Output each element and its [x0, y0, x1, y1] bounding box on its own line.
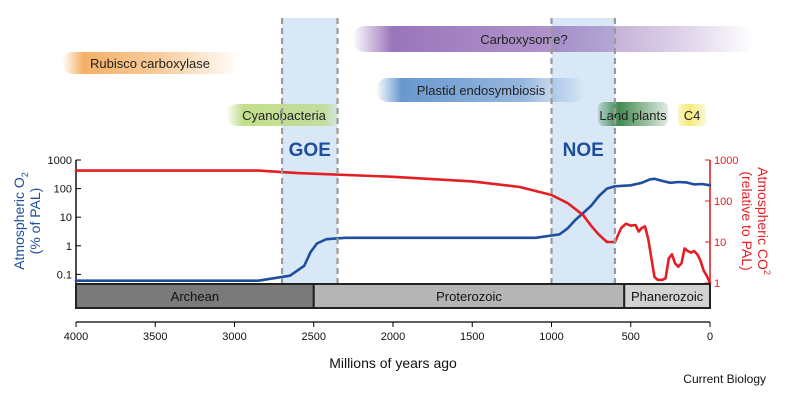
eon-label-phanerozoic: Phanerozoic: [631, 289, 704, 304]
eon-label-proterozoic: Proterozoic: [436, 289, 502, 304]
annotation-bar: [678, 104, 706, 126]
annotation-label: Cyanobacteria: [242, 108, 327, 123]
right-tick-label: 1: [714, 278, 720, 290]
event-label-noe: NOE: [563, 140, 604, 161]
x-tick-label: 2000: [381, 331, 405, 343]
annotation-carboxysome: Carboxysome?: [352, 26, 754, 52]
right-axis-label-line2: (relative to PAL): [739, 171, 755, 270]
annotation-plastid: Plastid endosymbiosis: [376, 78, 586, 102]
annotation-bar: [352, 26, 754, 52]
right-tick-label: 10: [714, 237, 726, 249]
x-axis-label: Millions of years ago: [329, 355, 457, 371]
right-axis-label-sub: 2: [762, 270, 772, 275]
right-axis-label: Atmospheric CO2: [755, 167, 772, 275]
left-tick-label: 10: [60, 212, 72, 224]
left-axis-label-main: Atmospheric O: [11, 177, 27, 270]
annotation-rubisco: Rubisco carboxylase: [62, 52, 240, 74]
annotation-label: Rubisco carboxylase: [90, 56, 210, 71]
event-label-goe: GOE: [289, 140, 331, 161]
left-axis-label-sub: 2: [20, 172, 30, 177]
left-tick-label: 0.1: [57, 269, 72, 281]
left-axis-ticks: 1000 100 10 1 0.1: [48, 155, 81, 281]
annotation-label: Carboxysome?: [480, 32, 567, 47]
event-bands: [282, 18, 615, 283]
eon-label-archean: Archean: [171, 289, 219, 304]
left-axis-title: Atmospheric O2 (% of PAL): [11, 172, 43, 270]
x-tick-label: 3000: [222, 331, 246, 343]
left-tick-label: 1: [66, 241, 72, 253]
left-axis-label: Atmospheric O2: [11, 172, 30, 270]
x-tick-label: 3500: [143, 331, 167, 343]
annotation-land-plants: Land plants: [598, 102, 668, 126]
annotation-label: C4: [684, 108, 701, 123]
x-tick-label: 0: [707, 331, 713, 343]
eon-timeline-bar: Archean Proterozoic Phanerozoic: [75, 283, 712, 309]
annotation-bar: [376, 78, 586, 102]
left-tick-label: 100: [54, 184, 72, 196]
x-tick-label: 1500: [460, 331, 484, 343]
annotation-cyanobacteria: Cyanobacteria: [226, 104, 342, 126]
x-axis-ticks: 4000 3500 3000 2500 2000 1500 1000 500 0: [64, 322, 713, 343]
series-layer: [74, 169, 712, 285]
event-lines: GOE NOE: [280, 18, 617, 283]
annotation-label: Plastid endosymbiosis: [417, 83, 546, 98]
eon-segment-archean: [75, 283, 315, 309]
annotation-bar: [62, 52, 240, 74]
eon-segment-proterozoic: [312, 283, 626, 309]
series-line-co2: [74, 169, 712, 285]
annotation-bar: [226, 104, 342, 126]
x-tick-label: 1000: [539, 331, 563, 343]
x-tick-label: 500: [622, 331, 640, 343]
right-axis-label-main: Atmospheric CO: [755, 167, 771, 270]
right-axis-ticks: 1000 100 10 1: [705, 155, 738, 290]
x-tick-label: 4000: [64, 331, 88, 343]
x-tick-label: 2500: [302, 331, 326, 343]
series-line-o2: [74, 177, 712, 282]
left-tick-label: 1000: [48, 155, 72, 167]
eon-segment-phanerozoic: [623, 283, 712, 309]
right-tick-label: 1000: [714, 155, 738, 167]
journal-credit: Current Biology: [683, 372, 766, 386]
right-axis-title: Atmospheric CO2 (relative to PAL): [739, 167, 772, 275]
right-tick-label: 100: [714, 196, 732, 208]
annotation-c4: C4: [678, 104, 706, 126]
annotation-label: Land plants: [599, 108, 667, 123]
left-axis-label-line2: (% of PAL): [27, 188, 43, 255]
